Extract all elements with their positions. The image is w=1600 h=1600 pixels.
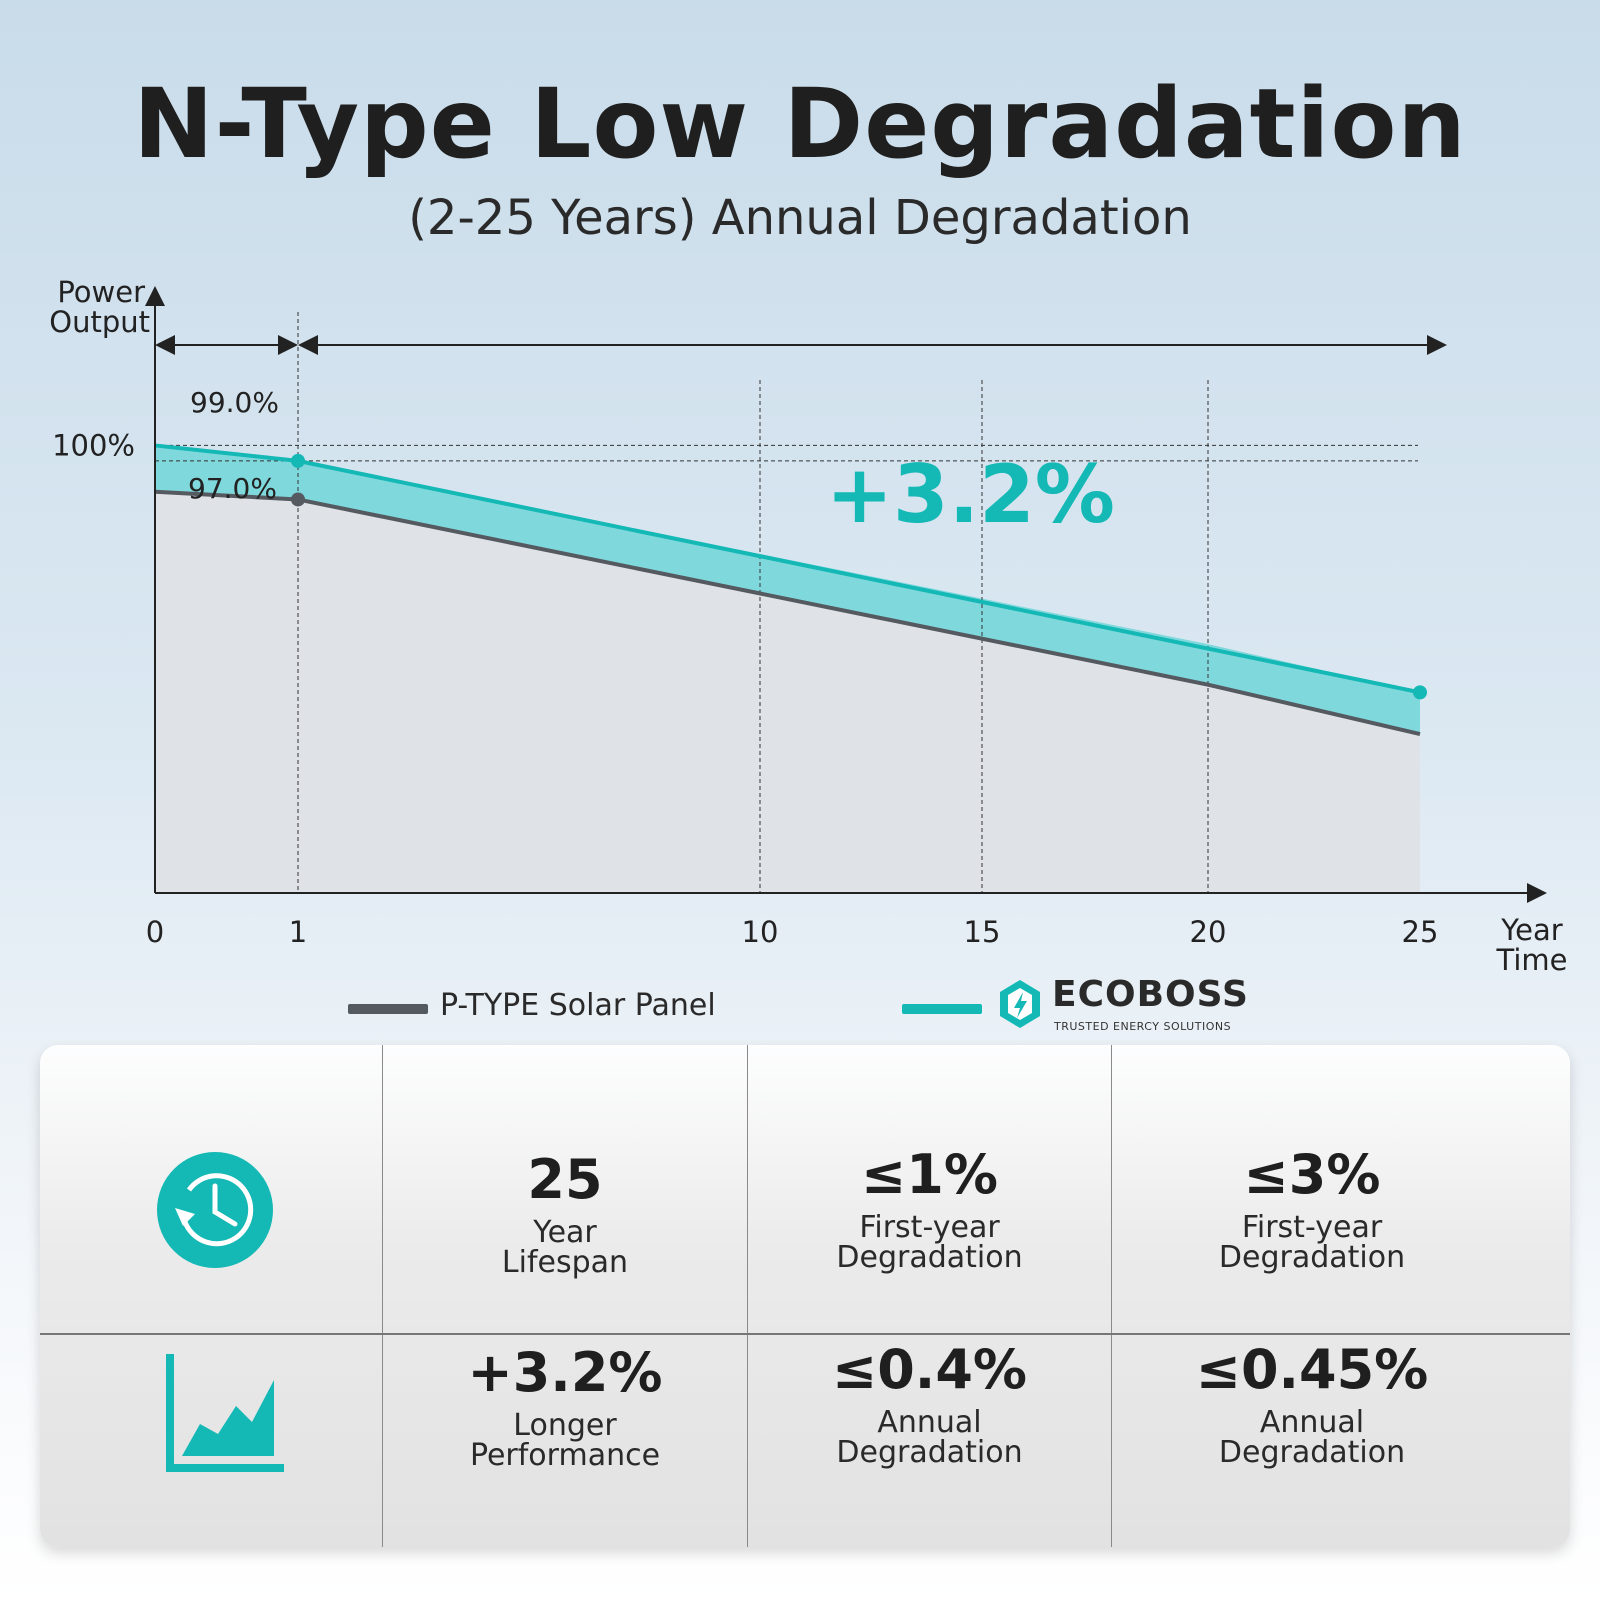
x-tick-label-0: 0 [146, 915, 164, 949]
stat-label: Lifespan [501, 1245, 629, 1280]
stat-label: First-year [1241, 1210, 1383, 1245]
stat-value: ≤0.4% [831, 1338, 1027, 1401]
brand-tagline: TRUSTED ENERCY SOLUTIONS [1054, 1020, 1232, 1033]
x-tick-label-20: 20 [1190, 915, 1227, 949]
area-chart-icon [166, 1354, 284, 1472]
stat-label: Performance [469, 1438, 661, 1473]
stat-label: Degradation [1218, 1435, 1406, 1470]
stat-lifespan: 25 Year Lifespan [383, 1150, 747, 1278]
stat-label: Year [533, 1215, 597, 1250]
stat-first-year-p: ≤3% First-year Degradation [1112, 1145, 1512, 1273]
ecoboss-point-year1 [291, 453, 305, 468]
y-tick-label-100: 100% [52, 428, 135, 462]
ecoboss-logo-icon [1000, 980, 1040, 1028]
table-divider [382, 1045, 383, 1547]
legend-swatch-ecoboss [902, 1004, 982, 1014]
stat-label: Degradation [836, 1435, 1023, 1470]
x-axis-label-line1: Year [1500, 913, 1562, 947]
p-type-line [154, 489, 1421, 736]
stat-label: Degradation [1218, 1240, 1406, 1275]
y-axis-label-line2: Output [49, 305, 150, 339]
baseline-area [155, 445, 1420, 893]
x-tick-label-15: 15 [964, 915, 1001, 949]
stat-annual-p: ≤0.45% Annual Degradation [1112, 1340, 1512, 1468]
stat-first-year-n: ≤1% First-year Degradation [748, 1145, 1111, 1273]
x-axis-label-line2: Time [1496, 943, 1568, 977]
x-tick-label-1: 1 [289, 915, 307, 949]
stat-label: Longer [513, 1408, 617, 1443]
annotation-p-type-year1: 97.0% [188, 472, 277, 505]
table-divider [747, 1045, 748, 1547]
legend-swatch-p-type [348, 1004, 428, 1014]
stat-annual-n: ≤0.4% Annual Degradation [748, 1340, 1111, 1468]
legend-label-p-type: P-TYPE Solar Panel [440, 988, 716, 1023]
annotation-n-type-year1: 99.0% [190, 386, 279, 419]
page-title: N-Type Low Degradation [133, 68, 1467, 180]
stat-label: First-year [859, 1210, 1000, 1245]
stat-longer-performance: +3.2% Longer Performance [383, 1343, 747, 1471]
p-type-point-year1 [291, 492, 305, 507]
ecoboss-point-year25 [1413, 685, 1427, 700]
stat-value: +3.2% [467, 1341, 663, 1404]
stats-table: 25 Year Lifespan ≤1% First-year Degradat… [40, 1045, 1570, 1547]
page-subtitle: (2-25 Years) Annual Degradation [408, 190, 1192, 246]
x-tick-label-10: 10 [742, 915, 779, 949]
stat-label: Annual [877, 1405, 982, 1440]
table-divider [40, 1333, 1570, 1335]
table-divider [1111, 1045, 1112, 1547]
y-axis-label-line1: Power [57, 275, 145, 309]
x-tick-label-25: 25 [1402, 915, 1439, 949]
stat-value: 25 [527, 1148, 603, 1211]
stat-label: Annual [1259, 1405, 1365, 1440]
stat-value: ≤0.45% [1195, 1338, 1429, 1401]
stat-value: ≤3% [1243, 1143, 1381, 1206]
annotation-gain: +3.2% [826, 448, 1115, 541]
chart-legend: P-TYPE Solar Panel [340, 980, 1240, 1030]
clock-history-icon [157, 1152, 273, 1268]
brand-name: ECOBOSS [1052, 974, 1249, 1015]
stat-label: Degradation [836, 1240, 1023, 1275]
stat-value: ≤1% [861, 1143, 998, 1206]
